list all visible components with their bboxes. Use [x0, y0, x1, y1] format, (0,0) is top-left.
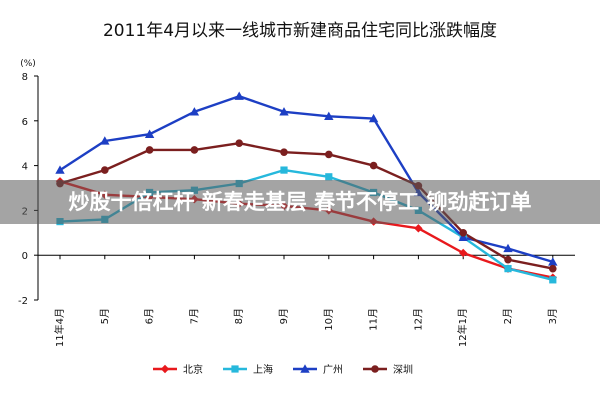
y-axis-unit-label: (%)	[20, 59, 36, 69]
data-point-guangzhou	[234, 91, 244, 100]
x-tick-label: 11年4月	[53, 308, 66, 347]
chart-legend: 北京 上海 广州 深圳	[153, 363, 413, 376]
legend-item-guangzhou: 广州	[293, 364, 343, 376]
y-tick-label: 0	[22, 251, 28, 262]
chart-title: 2011年4月以来一线城市新建商品住宅同比涨跌幅度	[103, 21, 497, 41]
legend-label: 深圳	[393, 364, 413, 376]
data-point-guangzhou	[368, 113, 379, 123]
data-point-guangzhou	[100, 136, 110, 145]
legend-item-shanghai: 上海	[223, 363, 273, 376]
data-point-guangzhou	[503, 243, 513, 253]
data-point-shenzhen	[504, 255, 512, 264]
chart-axes: -20246811年4月5月6月7月8月9月10月11月12月12年1月2月3月	[18, 72, 575, 347]
data-point-shenzhen	[549, 264, 557, 273]
x-tick-label: 11月	[368, 308, 380, 331]
data-point-guangzhou	[55, 165, 65, 174]
legend-label: 广州	[323, 364, 343, 376]
data-point-guangzhou	[189, 107, 200, 116]
legend-swatch-marker	[160, 364, 170, 374]
x-tick-label: 9月	[278, 308, 290, 324]
y-tick-label: 8	[22, 72, 28, 83]
data-point-beijing	[459, 248, 468, 258]
data-point-shenzhen	[235, 139, 243, 147]
x-tick-label: 6月	[144, 308, 156, 324]
series-line-shenzhen	[59, 141, 554, 270]
legend-swatch-marker	[371, 365, 379, 373]
x-tick-label: 10月	[323, 308, 335, 331]
y-tick-label: -2	[18, 296, 28, 307]
x-tick-label: 3月	[547, 308, 559, 324]
data-point-shanghai	[280, 166, 288, 174]
x-tick-label: 12月	[412, 308, 424, 331]
legend-swatch-marker	[300, 364, 310, 373]
legend-item-shenzhen: 深圳	[363, 364, 413, 376]
data-point-guangzhou	[279, 107, 289, 116]
data-point-shanghai	[549, 276, 557, 284]
data-point-shenzhen	[325, 150, 333, 159]
data-point-shanghai	[504, 265, 512, 273]
y-tick-label: 4	[22, 162, 28, 173]
data-point-beijing	[414, 224, 423, 233]
x-tick-label: 2月	[502, 308, 514, 324]
x-tick-label: 7月	[188, 308, 200, 324]
series-line-guangzhou	[59, 94, 554, 264]
legend-label: 上海	[253, 363, 273, 376]
data-point-shenzhen	[459, 229, 468, 237]
overlay-banner: 炒股十倍杠杆 新春走基层 春节不停工 铆劲赶订单	[0, 180, 600, 224]
data-point-guangzhou	[324, 111, 334, 121]
data-point-shenzhen	[101, 166, 109, 174]
overlay-banner-text: 炒股十倍杠杆 新春走基层 春节不停工 铆劲赶订单	[68, 190, 532, 214]
data-point-shenzhen	[369, 161, 378, 170]
x-tick-label: 8月	[233, 308, 245, 324]
x-tick-label: 5月	[99, 308, 111, 324]
x-tick-label: 12年1月	[456, 308, 469, 347]
data-point-shenzhen	[145, 146, 154, 154]
legend-label: 北京	[183, 363, 203, 376]
data-point-shenzhen	[190, 146, 199, 154]
legend-swatch-marker	[231, 365, 239, 373]
data-point-shanghai	[325, 173, 333, 181]
data-point-guangzhou	[458, 232, 468, 241]
y-tick-label: 6	[22, 117, 28, 128]
data-point-shenzhen	[280, 148, 288, 156]
data-point-guangzhou	[548, 257, 558, 266]
legend-item-beijing: 北京	[153, 363, 203, 376]
data-point-guangzhou	[144, 129, 155, 138]
